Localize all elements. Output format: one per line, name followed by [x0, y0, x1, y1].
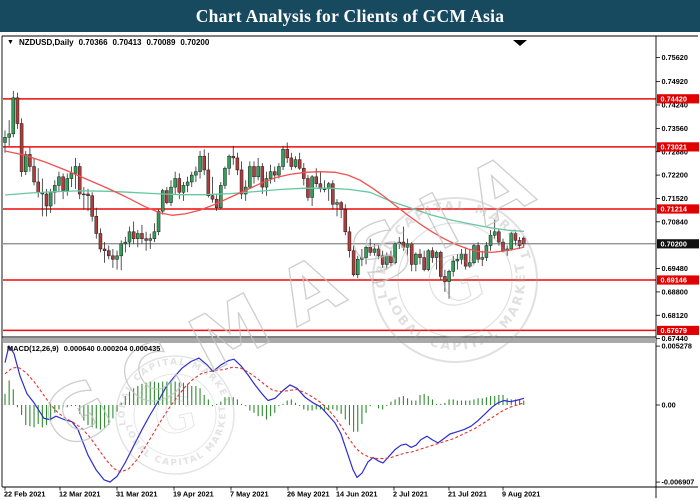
svg-text:0.72200: 0.72200	[662, 171, 688, 180]
svg-text:0.71214: 0.71214	[661, 205, 688, 214]
svg-text:0.70840: 0.70840	[662, 217, 688, 226]
svg-text:0.67679: 0.67679	[661, 326, 687, 335]
svg-text:12 Mar 2021: 12 Mar 2021	[59, 490, 100, 499]
symbol-dropdown-icon[interactable]: ▼	[7, 38, 14, 46]
symbol-label: NZDUSD,Daily	[18, 38, 74, 47]
macd-values: 0.000640 0.000204 0.000435	[63, 343, 161, 353]
svg-text:14 Jun 2021: 14 Jun 2021	[336, 490, 377, 499]
macd-panel	[4, 345, 525, 483]
svg-text:0.67440: 0.67440	[662, 334, 688, 343]
window-title: Chart Analysis for Clients of GCM Asia	[0, 0, 700, 32]
open-value: 0.70366	[78, 38, 108, 47]
svg-text:0.00: 0.00	[662, 401, 676, 410]
svg-text:0.74420: 0.74420	[661, 94, 687, 103]
svg-text:0.69480: 0.69480	[662, 264, 688, 273]
svg-text:2 Jul 2021: 2 Jul 2021	[393, 490, 428, 499]
watermark-layer: GLOBAL CAPITAL MARKETS GLOBAL CAPITAL MA…	[28, 125, 568, 479]
svg-text:-0.006907: -0.006907	[662, 478, 695, 487]
svg-text:0.71520: 0.71520	[662, 194, 688, 203]
svg-text:0.005278: 0.005278	[662, 342, 692, 351]
macd-header: MACD(12,26,9) 0.000640 0.000204 0.000435	[7, 344, 160, 353]
svg-text:0.68120: 0.68120	[662, 311, 688, 320]
svg-text:19 Apr 2021: 19 Apr 2021	[173, 490, 214, 499]
svg-text:0.68800: 0.68800	[662, 288, 688, 297]
svg-text:0.73560: 0.73560	[662, 124, 688, 133]
svg-text:0.74920: 0.74920	[662, 77, 688, 86]
svg-text:0.72880: 0.72880	[662, 147, 688, 156]
svg-text:9 Aug 2021: 9 Aug 2021	[502, 490, 540, 499]
svg-text:22 Feb 2021: 22 Feb 2021	[4, 490, 45, 499]
svg-text:31 Mar 2021: 31 Mar 2021	[116, 490, 157, 499]
svg-text:0.69146: 0.69146	[661, 276, 687, 285]
svg-text:7 May 2021: 7 May 2021	[230, 490, 269, 499]
svg-text:0.74240: 0.74240	[662, 101, 688, 110]
svg-text:0.70200: 0.70200	[661, 239, 687, 248]
svg-text:0.73021: 0.73021	[661, 142, 687, 151]
symbol-header: ▼ NZDUSD,Daily 0.70366 0.70413 0.70089 0…	[7, 38, 209, 47]
close-value: 0.70200	[180, 38, 210, 47]
svg-text:21 Jul 2021: 21 Jul 2021	[448, 490, 487, 499]
low-value: 0.70089	[146, 38, 176, 47]
svg-text:26 May 2021: 26 May 2021	[287, 490, 330, 499]
svg-text:0.75620: 0.75620	[662, 53, 688, 62]
high-value: 0.70413	[112, 38, 142, 47]
main-panel	[3, 40, 656, 332]
axis-layer: 0.75620 0.74920 0.74240 0.73560 0.72880 0.722…	[1, 35, 699, 499]
macd-label: MACD(12,26,9)	[7, 343, 59, 353]
